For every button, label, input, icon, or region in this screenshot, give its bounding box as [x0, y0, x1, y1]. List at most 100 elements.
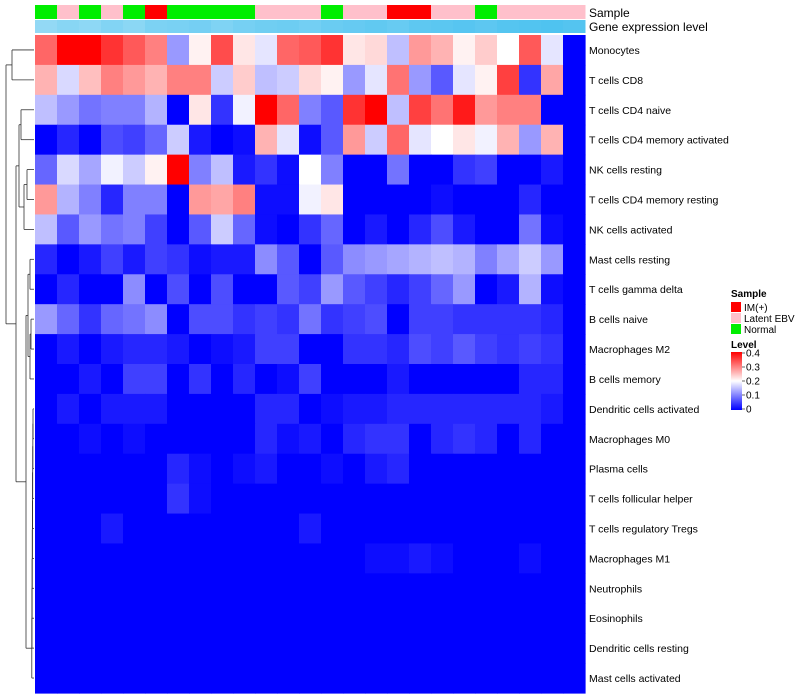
legend-sample-label: IM(+) [744, 303, 768, 314]
heatmap-cell [409, 154, 432, 186]
heatmap-cell [431, 364, 454, 395]
heatmap-cell [365, 35, 388, 66]
heatmap-cell [453, 513, 476, 545]
heatmap-cell [563, 423, 586, 455]
heatmap-cell [321, 483, 344, 515]
heatmap-cell [431, 543, 454, 574]
heatmap-cell [431, 633, 454, 664]
heatmap-cell [167, 304, 190, 335]
heatmap-cell [563, 214, 586, 245]
heatmap-cell [541, 603, 564, 634]
heatmap-cell [233, 423, 256, 455]
heatmap-cell [387, 543, 410, 574]
heatmap-cell [35, 663, 58, 694]
heatmap-cell [123, 214, 146, 245]
heatmap-cell [211, 453, 234, 485]
gene-expression-cell [57, 20, 80, 33]
heatmap-cell [343, 274, 366, 305]
heatmap-cell [563, 483, 586, 515]
heatmap-cell [299, 154, 322, 186]
heatmap-cell [475, 603, 498, 634]
heatmap-cell [57, 483, 80, 515]
gene-expression-cell [365, 20, 388, 33]
heatmap-cell [101, 543, 124, 574]
heatmap-cell [101, 154, 124, 186]
heatmap-cell [321, 393, 344, 425]
heatmap-cell [563, 453, 586, 485]
heatmap-cell [79, 304, 102, 335]
heatmap-cell [431, 184, 454, 216]
heatmap-cell [409, 274, 432, 305]
gene-expression-cell [299, 20, 322, 33]
row-dendrogram [5, 49, 34, 679]
heatmap-cell [497, 483, 520, 515]
heatmap-cell [57, 423, 80, 455]
heatmap-cell [233, 154, 256, 186]
heatmap-cell [497, 154, 520, 186]
heatmap-cell [519, 633, 542, 664]
heatmap-cell [409, 35, 432, 66]
heatmap-cell [123, 663, 146, 694]
heatmap-cell [453, 124, 476, 156]
heatmap-cell [321, 513, 344, 545]
heatmap-cell [541, 334, 564, 365]
heatmap-cell [233, 633, 256, 664]
heatmap-cell [431, 35, 454, 66]
heatmap-cell [541, 214, 564, 245]
heatmap-cell [255, 35, 278, 66]
sample-annotation-bar [35, 5, 586, 20]
heatmap-cell [453, 453, 476, 485]
heatmap-cell [189, 483, 212, 515]
sample-annotation-cell [101, 5, 124, 19]
heatmap-cell [387, 483, 410, 515]
heatmap-cell [475, 423, 498, 455]
heatmap-cell [497, 663, 520, 694]
heatmap-cell [475, 543, 498, 574]
heatmap-cell [321, 244, 344, 275]
heatmap-cell [387, 573, 410, 604]
legend-level-colorbar [731, 352, 742, 410]
row-label: B cells memory [589, 374, 662, 386]
sample-annotation-cell [321, 5, 344, 19]
heatmap-cell [57, 364, 80, 395]
sample-annotation-label: Sample [589, 6, 630, 20]
heatmap-cell [387, 393, 410, 425]
heatmap-cell [189, 633, 212, 664]
gene-expression-cell [145, 20, 168, 33]
heatmap-cell [299, 304, 322, 335]
heatmap-cell [123, 633, 146, 664]
heatmap-cell [497, 334, 520, 365]
heatmap-cell [233, 64, 256, 96]
row-label: B cells naive [589, 314, 648, 326]
heatmap-cell [189, 543, 212, 574]
gene-expression-cell [475, 20, 498, 33]
legend-sample-swatch [731, 313, 741, 323]
heatmap-cell [321, 64, 344, 96]
legend-sample-label: Latent EBV [744, 314, 795, 325]
heatmap-cell [475, 573, 498, 604]
heatmap-cell [145, 364, 168, 395]
heatmap-cell [387, 64, 410, 96]
heatmap-cell [123, 154, 146, 186]
heatmap-cell [57, 64, 80, 96]
sample-annotation-cell [365, 5, 388, 19]
heatmap-cell [79, 453, 102, 485]
heatmap-cell [409, 244, 432, 275]
heatmap-cell [277, 364, 300, 395]
heatmap-cell [299, 124, 322, 156]
heatmap-cell [387, 423, 410, 455]
heatmap-cell [431, 94, 454, 126]
gene-expression-cell [211, 20, 234, 33]
heatmap-cell [101, 393, 124, 425]
heatmap-cell [255, 423, 278, 455]
heatmap-cell [101, 513, 124, 545]
heatmap-cell [343, 124, 366, 156]
heatmap-cell [123, 364, 146, 395]
heatmap-cell [453, 35, 476, 66]
heatmap-cell [145, 513, 168, 545]
heatmap-cell [299, 543, 322, 574]
heatmap-cell [343, 603, 366, 634]
heatmap-cell [541, 64, 564, 96]
